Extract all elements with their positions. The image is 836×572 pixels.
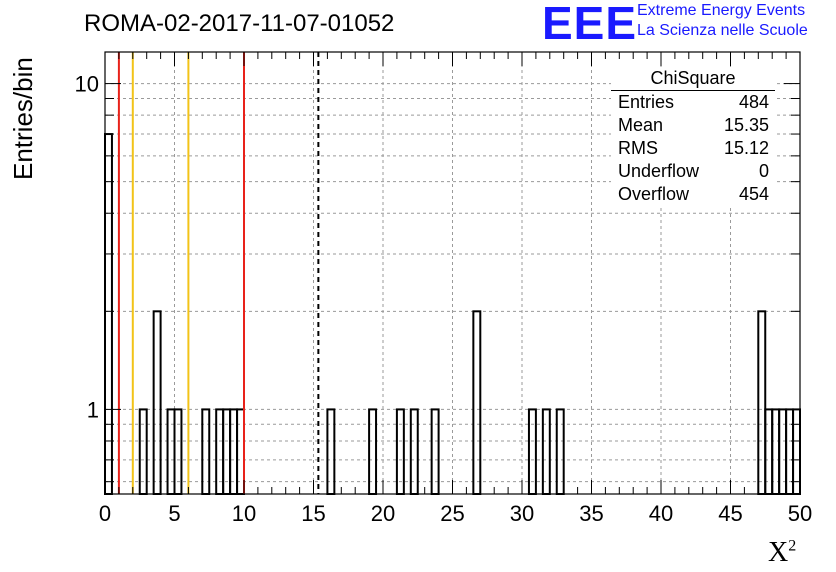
histogram-bin — [757, 310, 767, 495]
x-tick-label: 25 — [440, 501, 464, 526]
stats-row-rms: RMS 15.12 — [611, 137, 775, 160]
stats-value: 484 — [738, 92, 769, 112]
stats-value: 15.12 — [723, 138, 769, 158]
stats-value: 15.35 — [723, 115, 769, 135]
stats-row-overflow: Overflow 454 — [611, 183, 775, 206]
histogram-bin — [152, 310, 162, 495]
x-axis-label-base: X — [768, 537, 789, 568]
x-axis-label: X2 — [768, 537, 796, 569]
logo-tagline-2: La Scienza nelle Scuole — [637, 22, 808, 39]
x-tick-label: 40 — [649, 501, 673, 526]
x-tick-label: 15 — [301, 501, 325, 526]
x-tick-label: 10 — [232, 501, 256, 526]
stats-row-entries: Entries 484 — [611, 91, 775, 114]
y-tick-label: 1 — [87, 397, 99, 422]
x-axis-label-superscript: 2 — [788, 537, 797, 555]
stats-title: ChiSquare — [611, 68, 775, 91]
histogram-bin — [104, 133, 113, 495]
stats-value: 0 — [758, 161, 769, 181]
histogram-bin — [472, 310, 482, 495]
x-tick-label: 0 — [99, 501, 111, 526]
stats-row-underflow: Underflow 0 — [611, 160, 775, 183]
x-tick-label: 45 — [718, 501, 742, 526]
x-tick-label: 5 — [168, 501, 180, 526]
stats-box: ChiSquare Entries 484 Mean 15.35 RMS 15.… — [611, 68, 775, 206]
stats-label: Underflow — [618, 161, 700, 181]
logo-tagline-1: Extreme Energy Events — [637, 2, 806, 19]
stats-label: Overflow — [618, 184, 690, 204]
stats-label: RMS — [618, 138, 658, 158]
x-tick-label: 20 — [371, 501, 395, 526]
x-tick-label: 50 — [788, 501, 812, 526]
stats-value: 454 — [738, 184, 769, 204]
run-title: ROMA-02-2017-11-07-01052 — [84, 10, 395, 37]
x-tick-label: 35 — [579, 501, 603, 526]
stats-label: Mean — [618, 115, 664, 135]
x-tick-label: 30 — [510, 501, 534, 526]
stats-label: Entries — [618, 92, 675, 112]
y-axis-label: Entries/bin — [8, 57, 38, 180]
eee-logo: EEE — [542, 0, 638, 49]
y-tick-label: 10 — [75, 72, 99, 97]
stats-row-mean: Mean 15.35 — [611, 114, 775, 137]
